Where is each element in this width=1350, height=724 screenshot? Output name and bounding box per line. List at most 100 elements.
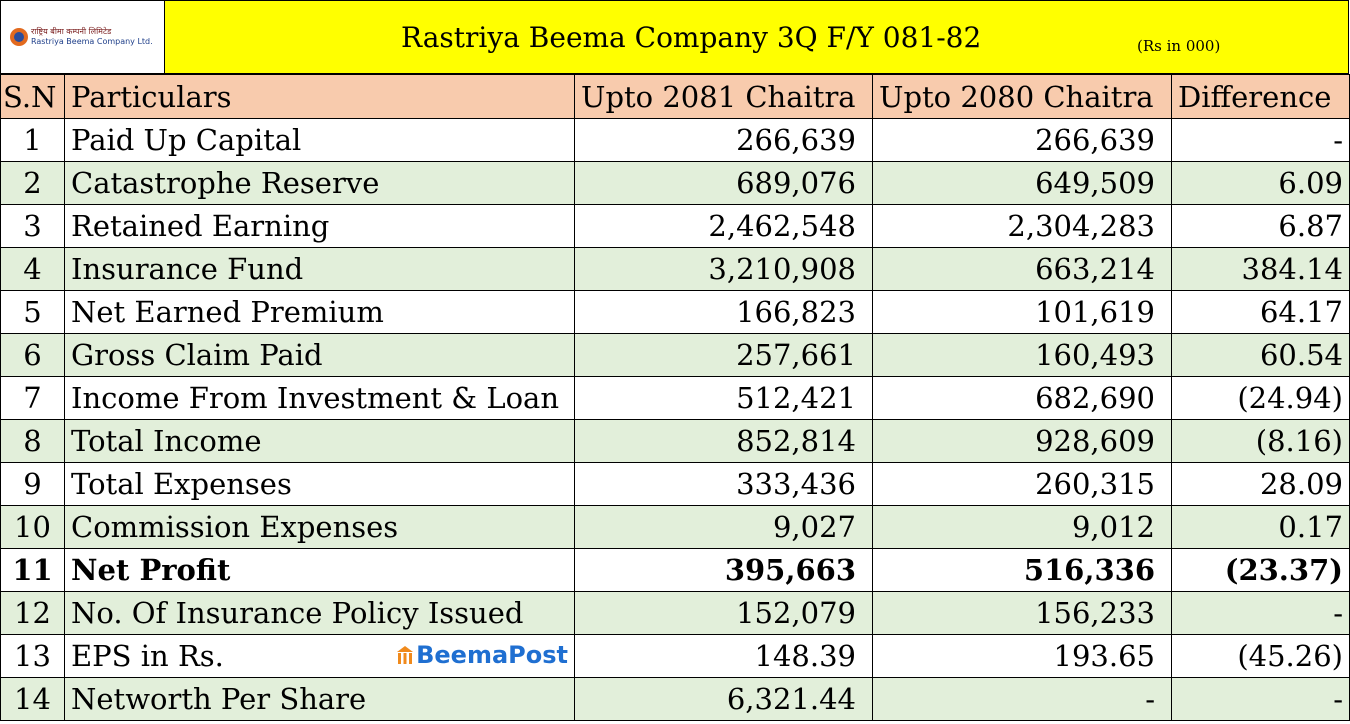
table-cell: 682,690 bbox=[872, 376, 1172, 420]
table-cell: 9,012 bbox=[872, 505, 1172, 549]
table: S.N Particulars Upto 2081 Chaitra Upto 2080… bbox=[0, 74, 1350, 721]
table-cell: 0.17 bbox=[1171, 505, 1350, 549]
table-cell: - bbox=[1171, 118, 1350, 162]
table-cell: No. Of Insurance Policy Issued bbox=[64, 591, 575, 635]
table-cell: 3 bbox=[0, 204, 65, 248]
table-cell: 64.17 bbox=[1171, 290, 1350, 334]
table-cell: 6.87 bbox=[1171, 204, 1350, 248]
table-cell: 10 bbox=[0, 505, 65, 549]
table-cell: 6.09 bbox=[1171, 161, 1350, 205]
table-cell: Total Expenses bbox=[64, 462, 575, 506]
table-cell: Commission Expenses bbox=[64, 505, 575, 549]
table-cell: 7 bbox=[0, 376, 65, 420]
table-row: 10 Commission Expenses 9,027 9,012 0.17 bbox=[0, 505, 1350, 549]
table-cell: 266,639 bbox=[574, 118, 873, 162]
table-cell: Gross Claim Paid bbox=[64, 333, 575, 377]
column-header: Particulars bbox=[64, 74, 575, 119]
header: राष्ट्रिय बीमा कम्पनी लिमिटेड Rastriya B… bbox=[0, 0, 1349, 74]
table-cell: (24.94) bbox=[1171, 376, 1350, 420]
table-cell: 689,076 bbox=[574, 161, 873, 205]
table-row: 9 Total Expenses 333,436 260,315 28.09 bbox=[0, 462, 1350, 506]
table-cell: 156,233 bbox=[872, 591, 1172, 635]
table-cell: 395,663 bbox=[574, 548, 873, 592]
table-cell: (45.26) bbox=[1171, 634, 1350, 678]
table-cell: 266,639 bbox=[872, 118, 1172, 162]
table-row: 1 Paid Up Capital 266,639 266,639- bbox=[0, 118, 1350, 162]
logo-icon bbox=[10, 28, 28, 46]
table-cell: Insurance Fund bbox=[64, 247, 575, 291]
column-header: Difference bbox=[1171, 74, 1350, 119]
table-row: 3 Retained Earning 2,462,548 2,304,283 6.87 bbox=[0, 204, 1350, 248]
column-header: Upto 2081 Chaitra bbox=[574, 74, 873, 119]
table-row: 12 No. Of Insurance Policy Issued 152,079 1… bbox=[0, 591, 1350, 635]
table-cell: 852,814 bbox=[574, 419, 873, 463]
table-cell: 14 bbox=[0, 677, 65, 721]
table-cell: 1 bbox=[0, 118, 65, 162]
table-cell: 928,609 bbox=[872, 419, 1172, 463]
watermark: BeemaPost bbox=[396, 641, 568, 669]
table-cell: (23.37) bbox=[1171, 548, 1350, 592]
table-cell: 649,509 bbox=[872, 161, 1172, 205]
header-row: S.N Particulars Upto 2081 Chaitra Upto 2080… bbox=[0, 74, 1350, 119]
title: Rastriya Beema Company 3Q F/Y 081-82 bbox=[401, 21, 982, 54]
table-cell: 2 bbox=[0, 161, 65, 205]
table-cell: 193.65 bbox=[872, 634, 1172, 678]
watermark-text: BeemaPost bbox=[416, 641, 568, 669]
table-cell: 9 bbox=[0, 462, 65, 506]
table-row: 8 Total Income 852,814 928,609 (8.16) bbox=[0, 419, 1350, 463]
table-cell: 516,336 bbox=[872, 548, 1172, 592]
table-cell: Income From Investment & Loan bbox=[64, 376, 575, 420]
table-cell: - bbox=[1171, 677, 1350, 721]
table-cell: 160,493 bbox=[872, 333, 1172, 377]
table-cell: 2,462,548 bbox=[574, 204, 873, 248]
table-row: 13 EPS in Rs. BeemaPost 148.39 193.65 (45.26) bbox=[0, 634, 1350, 678]
table-cell: 333,436 bbox=[574, 462, 873, 506]
table-cell: 260,315 bbox=[872, 462, 1172, 506]
table-cell: 4 bbox=[0, 247, 65, 291]
table-row: 14 Networth Per Share 6,321.44- - bbox=[0, 677, 1350, 721]
table-row: 6 Gross Claim Paid 257,661 160,493 60.54 bbox=[0, 333, 1350, 377]
table-cell: Retained Earning bbox=[64, 204, 575, 248]
table-cell: Catastrophe Reserve bbox=[64, 161, 575, 205]
table-cell: 13 bbox=[0, 634, 65, 678]
column-header: Upto 2080 Chaitra bbox=[872, 74, 1172, 119]
column-header: S.N bbox=[0, 74, 65, 119]
table-cell: EPS in Rs. BeemaPost bbox=[64, 634, 575, 678]
title-box: Rastriya Beema Company 3Q F/Y 081-82 (Rs… bbox=[165, 1, 1348, 73]
table-cell: 28.09 bbox=[1171, 462, 1350, 506]
table-cell: 12 bbox=[0, 591, 65, 635]
table-cell: 6,321.44 bbox=[574, 677, 873, 721]
watermark-icon bbox=[397, 646, 414, 664]
table-cell: (8.16) bbox=[1171, 419, 1350, 463]
table-cell: 6 bbox=[0, 333, 65, 377]
table-cell: 512,421 bbox=[574, 376, 873, 420]
table-cell: - bbox=[872, 677, 1172, 721]
table-cell: 384.14 bbox=[1171, 247, 1350, 291]
table-cell: 257,661 bbox=[574, 333, 873, 377]
table-body: 1 Paid Up Capital 266,639 266,639-2 Catastro… bbox=[0, 118, 1350, 721]
table-row: 11 Net Profit 395,663 516,336 (23.37) bbox=[0, 548, 1350, 592]
table-row: 7 Income From Investment & Loan 512,421 682… bbox=[0, 376, 1350, 420]
logo: राष्ट्रिय बीमा कम्पनी लिमिटेड Rastriya B… bbox=[1, 1, 165, 73]
table-cell: 60.54 bbox=[1171, 333, 1350, 377]
unit: (Rs in 000) bbox=[1137, 37, 1221, 55]
table-cell: 3,210,908 bbox=[574, 247, 873, 291]
table-cell: 101,619 bbox=[872, 290, 1172, 334]
table-cell: Net Profit bbox=[64, 548, 575, 592]
table-row: 5 Net Earned Premium 166,823 101,619 64.17 bbox=[0, 290, 1350, 334]
table-cell: 9,027 bbox=[574, 505, 873, 549]
table-row: 4 Insurance Fund 3,210,908 663,214 384.14 bbox=[0, 247, 1350, 291]
table-cell: Total Income bbox=[64, 419, 575, 463]
table-row: 2 Catastrophe Reserve 689,076 649,509 6.09 bbox=[0, 161, 1350, 205]
table-cell: 148.39 bbox=[574, 634, 873, 678]
table-cell: 166,823 bbox=[574, 290, 873, 334]
table-cell: Networth Per Share bbox=[64, 677, 575, 721]
table-cell: 5 bbox=[0, 290, 65, 334]
table-cell: Net Earned Premium bbox=[64, 290, 575, 334]
table-cell: 663,214 bbox=[872, 247, 1172, 291]
table-cell: 2,304,283 bbox=[872, 204, 1172, 248]
table-cell: 11 bbox=[0, 548, 65, 592]
table-cell: - bbox=[1171, 591, 1350, 635]
table-cell: Paid Up Capital bbox=[64, 118, 575, 162]
